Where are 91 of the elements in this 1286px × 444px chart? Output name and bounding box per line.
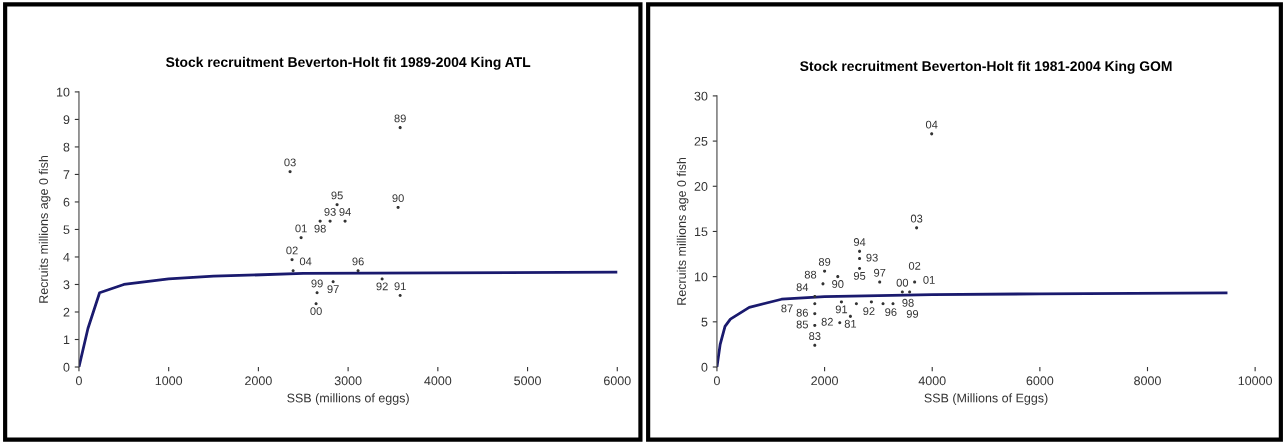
annotation: 90 xyxy=(832,280,844,288)
annotation: 93 xyxy=(324,207,336,216)
annotation: 92 xyxy=(376,282,388,291)
annotation: 99 xyxy=(906,309,919,318)
y-tick-label: 5 xyxy=(701,317,708,327)
annotation: 95 xyxy=(853,271,866,280)
y-tick-label: 15 xyxy=(694,227,708,237)
x-axis-title: SSB (millions of eggs) xyxy=(287,393,409,405)
point xyxy=(858,266,862,271)
y-tick-label: 20 xyxy=(694,182,708,191)
y-tick-label: 10 xyxy=(694,272,708,282)
annotation: 82 xyxy=(821,317,833,326)
x-tick-label: 10000 xyxy=(1238,376,1273,386)
line-series xyxy=(716,291,1228,368)
point xyxy=(900,290,904,294)
point xyxy=(813,312,817,316)
y-tick-label: 30 xyxy=(694,91,708,101)
annotation: 96 xyxy=(885,308,897,317)
line-series xyxy=(78,270,618,368)
annotation: 95 xyxy=(331,191,343,200)
annotation: 00 xyxy=(896,278,909,287)
annotation: 87 xyxy=(781,304,793,313)
x-tick-label: 2000 xyxy=(811,376,838,386)
annotation: 97 xyxy=(874,268,886,277)
annotation: 97 xyxy=(327,285,339,294)
annotation: 03 xyxy=(910,214,923,223)
y-tick-label: 8 xyxy=(63,142,70,152)
point xyxy=(858,257,862,261)
x-tick-label: 3000 xyxy=(334,376,362,386)
annotation: 86 xyxy=(796,308,808,317)
annotation: 92 xyxy=(863,307,875,316)
annotation: 02 xyxy=(908,261,921,270)
y-tick-label: 9 xyxy=(63,115,70,125)
annotation: 98 xyxy=(314,224,326,233)
annotation: 88 xyxy=(804,270,817,279)
annotation: 98 xyxy=(902,298,914,307)
point xyxy=(813,302,817,306)
x-tick-label: 0 xyxy=(713,376,720,386)
annotation: 84 xyxy=(796,283,809,292)
annotation: 90 xyxy=(392,194,404,203)
chart-title: Stock recruitment Beverton-Holt fit 1989-2004 King ATL xyxy=(166,56,531,70)
annotation: 04 xyxy=(925,120,938,129)
chart-title: Stock recruitment Beverton-Holt fit 1981-2004 King GOM xyxy=(800,60,1172,74)
annotation: 94 xyxy=(853,238,866,246)
x-tick-label: 0 xyxy=(75,376,82,386)
y-tick-label: 3 xyxy=(63,280,70,290)
annotation: 93 xyxy=(866,253,878,262)
annotation: 91 xyxy=(394,282,406,291)
annotation: 00 xyxy=(310,307,322,316)
annotation: 96 xyxy=(352,257,364,266)
annotation: 85 xyxy=(796,320,808,329)
y-axis-title: Recruits millions age 0 fish xyxy=(676,157,689,305)
y-tick-label: 10 xyxy=(56,87,70,97)
x-tick-label: 2000 xyxy=(245,376,272,386)
y-tick-label: 0 xyxy=(701,362,708,372)
x-tick-label: 8000 xyxy=(1134,376,1161,386)
point xyxy=(838,321,842,325)
annotation: 89 xyxy=(394,114,406,123)
y-tick-label: 7 xyxy=(63,170,70,179)
y-tick-label: 25 xyxy=(694,136,708,146)
y-axis-title: Recruits millions age 0 fish xyxy=(38,155,51,303)
annotation: 83 xyxy=(809,332,821,340)
x-tick-label: 1000 xyxy=(155,376,183,386)
point xyxy=(908,290,912,294)
annotation: 01 xyxy=(295,224,307,233)
annotation: 91 xyxy=(835,305,848,314)
point xyxy=(854,302,858,306)
annotation: 02 xyxy=(286,246,298,255)
point xyxy=(858,249,862,253)
annotation: 94 xyxy=(339,207,351,216)
x-tick-label: 6000 xyxy=(1026,376,1054,386)
annotation: 01 xyxy=(923,276,935,284)
y-tick-label: 0 xyxy=(63,362,70,372)
x-tick-label: 5000 xyxy=(514,376,541,386)
annotation: 81 xyxy=(844,319,857,328)
point xyxy=(813,343,817,347)
annotation: 04 xyxy=(299,257,312,266)
annotation: 89 xyxy=(818,258,831,266)
y-tick-label: 4 xyxy=(63,252,70,262)
y-tick-label: 1 xyxy=(63,335,70,345)
point xyxy=(848,314,852,318)
point xyxy=(836,275,840,279)
y-tick-label: 2 xyxy=(63,307,70,317)
y-tick-label: 6 xyxy=(63,197,70,207)
x-tick-label: 6000 xyxy=(604,376,631,386)
x-axis-title: SSB (Millions of Eggs) xyxy=(924,393,1048,405)
annotation: 03 xyxy=(284,158,296,167)
x-tick-label: 4000 xyxy=(918,376,946,386)
x-tick-label: 4000 xyxy=(424,376,452,386)
y-tick-label: 5 xyxy=(63,225,70,235)
annotation: 99 xyxy=(311,279,323,288)
